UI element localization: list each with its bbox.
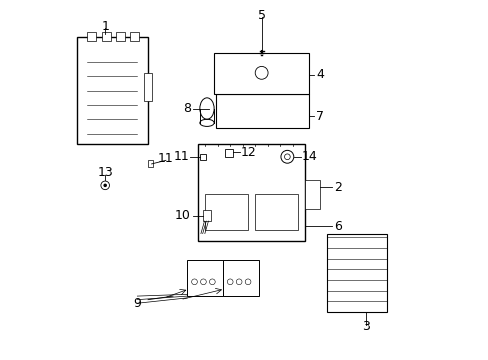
Bar — [144, 73, 151, 102]
Text: 2: 2 — [333, 181, 341, 194]
Text: 6: 6 — [333, 220, 341, 233]
Bar — [87, 32, 96, 41]
Text: 9: 9 — [133, 297, 141, 310]
Bar — [102, 32, 110, 41]
Text: 10: 10 — [175, 209, 190, 222]
Text: 4: 4 — [315, 68, 323, 81]
Bar — [200, 154, 206, 160]
Text: 12: 12 — [241, 146, 256, 159]
Circle shape — [104, 184, 106, 186]
Text: 7: 7 — [315, 110, 323, 123]
Text: 3: 3 — [361, 320, 369, 333]
Bar — [216, 94, 308, 128]
Bar — [198, 144, 305, 241]
Text: 13: 13 — [97, 166, 113, 179]
Bar — [187, 260, 223, 296]
Bar — [326, 234, 386, 312]
Bar — [77, 37, 148, 144]
Bar — [255, 194, 298, 230]
Text: 1: 1 — [101, 20, 109, 33]
Text: 8: 8 — [183, 102, 191, 115]
Text: 11: 11 — [173, 150, 189, 163]
Bar — [203, 210, 210, 221]
Text: 11: 11 — [158, 152, 173, 165]
Bar — [205, 194, 247, 230]
Bar — [130, 32, 139, 41]
Text: 14: 14 — [301, 150, 317, 163]
Bar — [305, 180, 319, 208]
Text: 5: 5 — [257, 9, 265, 22]
Bar — [214, 53, 308, 94]
Bar — [223, 260, 258, 296]
Bar — [116, 32, 124, 41]
Bar — [148, 160, 153, 167]
Bar — [224, 149, 232, 157]
